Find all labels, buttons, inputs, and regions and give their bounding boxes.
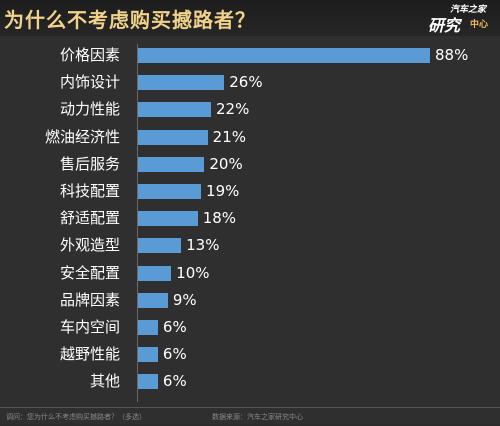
value-label: 18% (202, 209, 237, 228)
category-label: 其他 (89, 372, 120, 391)
bar (138, 156, 205, 172)
category-label: 内饰设计 (59, 73, 120, 92)
value-label: 22% (216, 100, 250, 119)
logo-line-2: 研究 (427, 16, 460, 35)
brand-logo: 汽车之家 研究 中心 (424, 2, 494, 35)
value-label: 88% (435, 46, 469, 64)
bar (138, 347, 158, 363)
bar (138, 102, 211, 118)
bar (138, 320, 158, 335)
category-label: 品牌因素 (59, 290, 120, 309)
category-axis-line (137, 44, 138, 402)
bar (138, 374, 158, 390)
bar (138, 184, 202, 199)
value-label: 10% (176, 263, 210, 282)
survey-question-note: 调问：您为什么不考虑购买撼路者？（多选） (6, 413, 146, 421)
bar (138, 48, 430, 63)
category-label: 越野性能 (59, 345, 120, 364)
category-label: 安全配置 (59, 263, 120, 282)
value-label: 19% (206, 182, 240, 200)
value-label: 20% (209, 154, 243, 173)
category-label: 外观造型 (59, 236, 120, 255)
logo-line-3: 中心 (469, 20, 488, 30)
chart-title: 为什么不考虑购买撼路者？ (4, 8, 256, 32)
value-label: 6% (162, 372, 187, 391)
header-bar: 为什么不考虑购买撼路者？ 汽车之家 研究 中心 (0, 0, 500, 36)
value-label: 13% (186, 236, 220, 255)
value-label: 6% (162, 318, 187, 336)
bar (138, 265, 172, 281)
bar-chart: 价格因素 88% 内饰设计 26% 动力性能 22% 燃油经济性 21% 售后服务 20% 科技配置… (0, 36, 500, 406)
category-label: 售后服务 (59, 154, 120, 173)
category-label: 科技配置 (59, 182, 120, 200)
value-label: 9% (172, 290, 197, 309)
bar (138, 211, 198, 227)
bar (138, 75, 225, 91)
value-label: 26% (229, 73, 263, 92)
category-label: 价格因素 (59, 46, 120, 64)
category-label: 动力性能 (59, 100, 120, 119)
bar (138, 238, 182, 254)
value-label: 21% (212, 127, 247, 146)
data-source-note: 数据来源：汽车之家研究中心 (212, 413, 303, 421)
logo-line-1: 汽车之家 (449, 5, 486, 15)
category-label: 舒适配置 (59, 209, 120, 228)
footer: 调问：您为什么不考虑购买撼路者？（多选） 数据来源：汽车之家研究中心 (0, 407, 500, 426)
category-label: 车内空间 (59, 318, 120, 336)
bar (138, 129, 208, 145)
value-label: 6% (162, 345, 187, 364)
bar (138, 292, 168, 308)
category-label: 燃油经济性 (44, 127, 120, 146)
